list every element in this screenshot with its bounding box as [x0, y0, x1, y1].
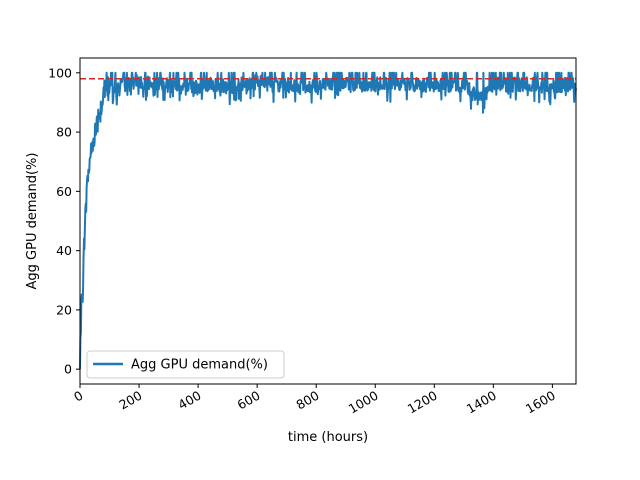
axes-frame [79, 57, 577, 385]
series-line [79, 71, 577, 370]
legend-label: Agg GPU demand(%) [131, 358, 268, 373]
legend-box [86, 350, 285, 379]
y-tick-label: 20 [56, 302, 72, 317]
y-tick-label: 0 [64, 362, 72, 377]
y-tick-label: 60 [56, 184, 72, 199]
x-axis-label: time (hours) [288, 430, 368, 445]
y-tick-label: 100 [48, 65, 72, 80]
y-tick-label: 40 [56, 243, 72, 258]
plot-area [79, 71, 577, 370]
y-tick-label: 80 [56, 125, 72, 140]
y-axis-label: Agg GPU demand(%) [25, 153, 40, 290]
legend: Agg GPU demand(%) [86, 350, 285, 379]
